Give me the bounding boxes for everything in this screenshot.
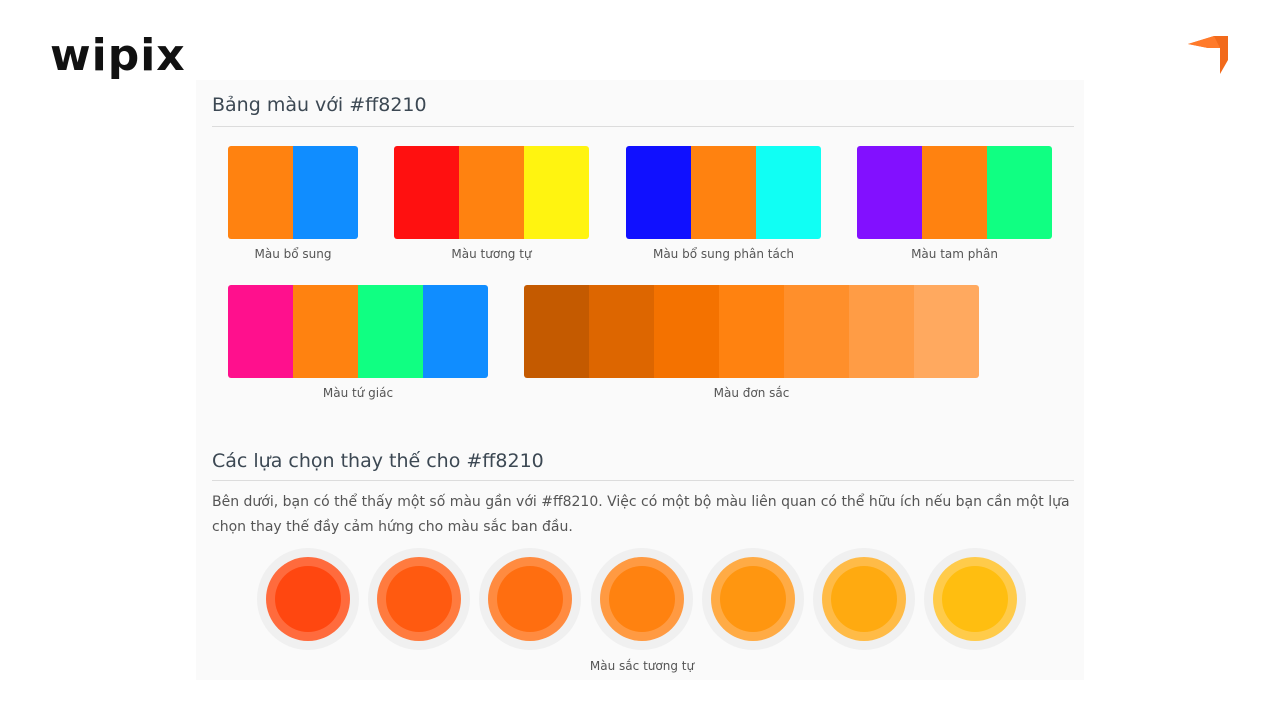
swatch[interactable]: [756, 146, 821, 239]
circle-swatch: [497, 566, 564, 632]
circle-swatch: [608, 566, 675, 632]
palette-split-complementary[interactable]: [626, 146, 821, 239]
similar-color-circle[interactable]: [590, 548, 693, 650]
circle-ring: [710, 557, 795, 641]
swatch[interactable]: [589, 285, 654, 378]
circle-ring: [599, 557, 684, 641]
palette-label: Màu tứ giác: [322, 386, 394, 400]
palette-tetradic[interactable]: [228, 285, 488, 378]
circle-swatch: [719, 566, 786, 632]
circle-swatch: [275, 566, 341, 632]
swatch[interactable]: [849, 285, 914, 378]
alternatives-description: Bên dưới, bạn có thể thấy một số màu gần…: [212, 494, 1070, 535]
swatch[interactable]: [719, 285, 784, 378]
swatch[interactable]: [459, 146, 524, 239]
swatch[interactable]: [654, 285, 719, 378]
palette-analogous[interactable]: [394, 146, 589, 239]
swatch[interactable]: [358, 285, 423, 378]
alternatives-section-title: Các lựa chọn thay thế cho #ff8210: [212, 450, 544, 472]
logo-text: wipix: [50, 30, 186, 81]
similar-color-circle[interactable]: [924, 548, 1027, 650]
palette-triadic[interactable]: [857, 146, 1052, 239]
circle-swatch: [386, 566, 453, 632]
brand-logo: wipix: [50, 34, 186, 78]
circle-ring: [488, 557, 573, 641]
similar-colors-label: Màu sắc tương tự: [589, 659, 695, 673]
swatch[interactable]: [922, 146, 987, 239]
swatch[interactable]: [626, 146, 691, 239]
palette-label: Màu đơn sắc: [713, 386, 790, 400]
swatch[interactable]: [987, 146, 1052, 239]
similar-color-circle[interactable]: [257, 548, 359, 650]
palette-label: Màu bổ sung: [254, 247, 332, 261]
circle-swatch: [942, 566, 1009, 632]
palette-label: Màu tương tự: [451, 247, 532, 261]
similar-color-circle[interactable]: [479, 548, 582, 650]
swatch[interactable]: [228, 146, 293, 239]
brand-corner-icon: [1188, 36, 1228, 74]
swatch[interactable]: [524, 285, 589, 378]
swatch[interactable]: [524, 146, 589, 239]
swatch[interactable]: [423, 285, 488, 378]
palette-monochromatic[interactable]: [524, 285, 979, 378]
circle-ring: [266, 557, 350, 641]
circle-swatch: [831, 566, 897, 632]
swatch[interactable]: [228, 285, 293, 378]
divider: [212, 480, 1074, 481]
circle-ring: [822, 557, 906, 641]
palette-section-title: Bảng màu với #ff8210: [212, 94, 427, 116]
palette-complementary[interactable]: [228, 146, 358, 239]
swatch[interactable]: [394, 146, 459, 239]
swatch[interactable]: [784, 285, 849, 378]
swatch[interactable]: [691, 146, 756, 239]
circle-ring: [933, 557, 1018, 641]
swatch[interactable]: [293, 146, 358, 239]
similar-color-circle[interactable]: [368, 548, 471, 650]
swatch[interactable]: [857, 146, 922, 239]
divider: [212, 126, 1074, 127]
palette-label: Màu tam phân: [911, 247, 998, 261]
palette-label: Màu bổ sung phân tách: [652, 247, 795, 261]
similar-color-circle[interactable]: [701, 548, 804, 650]
swatch[interactable]: [914, 285, 979, 378]
swatch[interactable]: [293, 285, 358, 378]
similar-color-circle[interactable]: [813, 548, 915, 650]
circle-ring: [377, 557, 462, 641]
